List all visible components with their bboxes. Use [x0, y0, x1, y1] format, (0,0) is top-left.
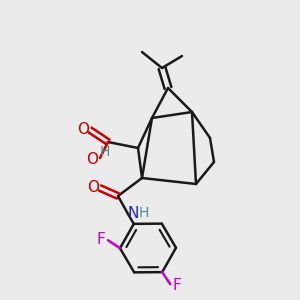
Text: O: O [86, 152, 98, 167]
Text: O: O [77, 122, 89, 136]
Text: N: N [127, 206, 139, 220]
Text: H: H [139, 206, 149, 220]
Text: H: H [100, 145, 110, 159]
Text: F: F [173, 278, 182, 292]
Text: O: O [87, 181, 99, 196]
Text: F: F [97, 232, 105, 247]
